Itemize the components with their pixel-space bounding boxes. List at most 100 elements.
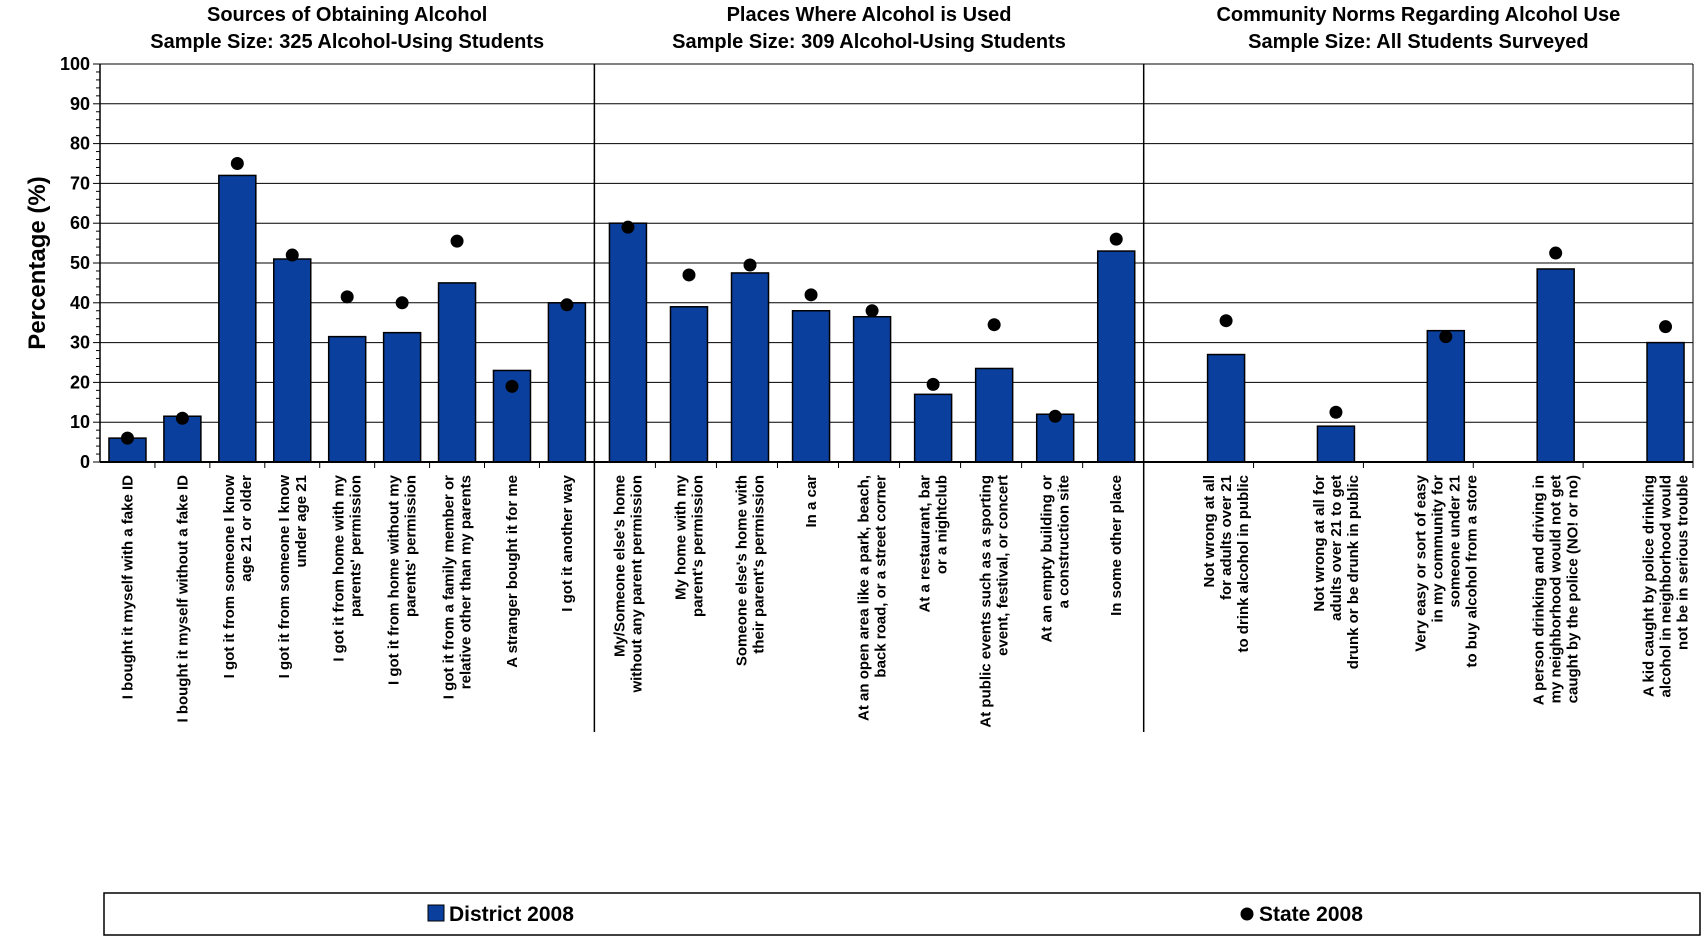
district-bar	[327, 335, 367, 463]
district-bar	[1096, 250, 1136, 463]
state-dot	[682, 268, 696, 282]
panel-3: Community Norms Regarding Alcohol Use Sam…	[1142, 4, 1694, 732]
district-bar	[1316, 425, 1356, 463]
state-dot	[865, 304, 879, 318]
state-dot	[621, 220, 635, 234]
state-dot	[1439, 330, 1453, 344]
state-dot	[804, 288, 818, 302]
district-bar	[669, 306, 709, 463]
state-dot	[1659, 320, 1673, 334]
district-bar	[547, 302, 587, 463]
category-label: A stranger bought it for me	[504, 475, 521, 668]
y-tick-label: 0	[80, 452, 90, 472]
district-bar	[1536, 268, 1575, 463]
y-tick-label: 100	[60, 54, 90, 74]
category-label: At a restaurant, bar	[917, 475, 934, 613]
legend-state-marker	[1240, 907, 1254, 921]
category-label: parents' permission	[403, 475, 420, 617]
category-label: Someone else's home with	[734, 475, 751, 666]
y-axis-label: Percentage (%)	[24, 176, 51, 349]
state-dot	[395, 296, 409, 310]
category-label: age 21 or older	[238, 475, 255, 582]
panel-subtitle: Sample Size: All Students Surveyed	[1248, 31, 1588, 53]
category-label: under age 21	[293, 475, 310, 568]
panel-title: Community Norms Regarding Alcohol Use	[1216, 4, 1620, 26]
category-label: I got it from home with my	[331, 474, 348, 661]
category-label: not be in serious trouble	[1675, 475, 1692, 650]
category-label: their parent's permission	[751, 475, 768, 654]
state-dot	[340, 290, 354, 304]
state-dot	[987, 318, 1001, 332]
category-label: someone under 21	[1446, 475, 1463, 608]
category-label: back road, or a street corner	[873, 475, 890, 678]
district-bar	[974, 367, 1014, 463]
district-bar	[437, 282, 477, 463]
y-tick-label: 30	[70, 333, 90, 353]
district-bar	[273, 258, 312, 463]
category-label: alcohol in neighborhood would	[1658, 475, 1675, 697]
district-bar	[608, 222, 648, 463]
y-tick-label: 20	[70, 372, 90, 392]
district-bar	[852, 315, 892, 463]
category-label: my neighborhood would not get	[1548, 475, 1565, 703]
y-tick-label: 40	[70, 293, 90, 313]
category-label: I got it from home without my	[386, 474, 403, 685]
category-label: Not wrong at all for	[1311, 475, 1328, 612]
district-bar	[730, 272, 770, 463]
y-tick-label: 10	[70, 412, 90, 432]
y-tick-label: 70	[70, 173, 90, 193]
panel-2: Places Where Alcohol is Used Sample Size:…	[593, 4, 1145, 732]
panel-title: Places Where Alcohol is Used	[727, 4, 1012, 26]
y-tick-label: 80	[70, 134, 90, 154]
category-label: I bought it myself with a fake ID	[119, 475, 136, 699]
state-dot	[450, 234, 464, 248]
category-label: At public events such as a sporting	[978, 475, 995, 728]
category-label: A kid caught by police drinking	[1641, 475, 1658, 697]
state-dot	[1048, 409, 1062, 423]
panel-1: Sources of Obtaining Alcohol Sample Size:…	[108, 4, 595, 723]
state-dot	[743, 258, 757, 272]
panel-subtitle: Sample Size: 325 Alcohol-Using Students	[150, 31, 544, 53]
category-label: relative other than my parents	[458, 475, 475, 689]
state-dot	[505, 379, 519, 393]
state-dot	[1109, 232, 1123, 246]
category-label: Not wrong at all	[1201, 475, 1218, 588]
y-tick-label: 90	[70, 94, 90, 114]
category-label: Very easy or sort of easy	[1412, 474, 1429, 651]
category-label: At an empty building or	[1039, 475, 1056, 643]
category-label: for adults over 21	[1218, 475, 1235, 600]
category-label: a construction site	[1056, 475, 1073, 608]
legend: District 2008 State 2008	[103, 892, 1701, 936]
district-bar	[791, 310, 831, 463]
district-bar	[1206, 353, 1246, 463]
legend-state-label: State 2008	[1259, 903, 1363, 926]
panel-title: Sources of Obtaining Alcohol	[207, 4, 487, 26]
category-label: I bought it myself without a fake ID	[174, 475, 191, 723]
y-tick-label: 50	[70, 253, 90, 273]
category-label: caught by the police (NO! or no)	[1565, 475, 1582, 703]
district-bar	[218, 174, 257, 463]
panel-subtitle: Sample Size: 309 Alcohol-Using Students	[672, 31, 1066, 53]
district-bar	[382, 331, 422, 463]
category-label: A person drinking and driving in	[1531, 475, 1548, 705]
state-dot	[175, 411, 189, 425]
category-label: to drink alcohol in public	[1235, 475, 1252, 653]
state-dot	[926, 377, 940, 391]
category-label: without any parent permission	[628, 475, 645, 694]
state-dot	[1219, 314, 1233, 328]
category-label: or a nightclub	[934, 475, 951, 574]
category-label: event, festival, or concert	[995, 475, 1012, 656]
category-label: My/Someone else's home	[611, 475, 628, 657]
district-bar	[1646, 341, 1685, 463]
district-bar	[913, 393, 953, 463]
category-label: I got it another way	[559, 474, 576, 611]
category-label: in my community for	[1429, 475, 1446, 623]
state-dot	[1329, 405, 1343, 419]
legend-district-label: District 2008	[449, 903, 574, 926]
category-label: At an open area like a park, beach,	[856, 475, 873, 721]
category-label: I got it from someone I know	[276, 475, 293, 679]
category-label: In some other place	[1108, 475, 1125, 616]
legend-box	[103, 892, 1701, 936]
category-label: I got it from a family member or	[441, 475, 458, 699]
